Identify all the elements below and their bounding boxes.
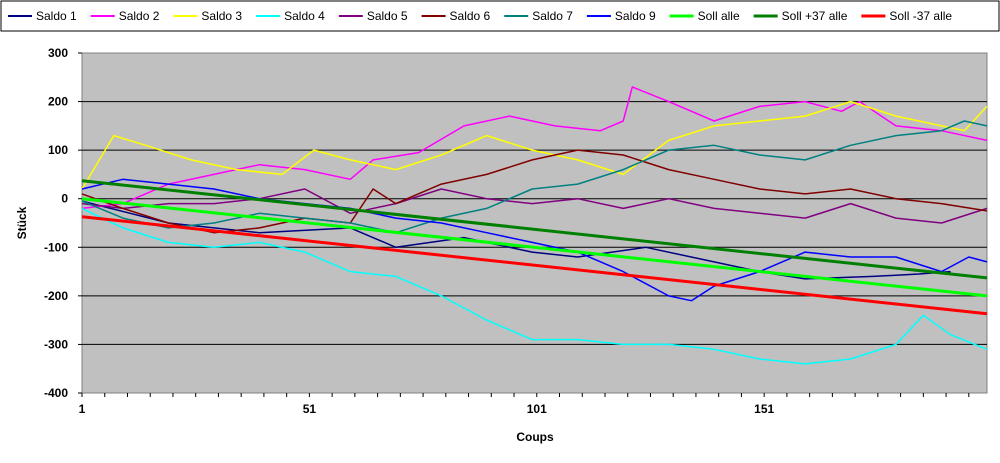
y-axis-title: Stück — [15, 206, 29, 239]
series-line-saldo-7 — [81, 120, 988, 234]
legend-label: Saldo 6 — [450, 9, 491, 23]
legend-label: Soll -37 alle — [889, 9, 952, 23]
legend-label: Saldo 4 — [284, 9, 325, 23]
x-tick-label: 1 — [79, 402, 86, 416]
x-axis-title: Coups — [516, 430, 554, 444]
x-axis-ticks: 1 51 101 151 — [79, 393, 970, 416]
series-line-soll-alle — [81, 197, 988, 298]
x-tick-label: 101 — [527, 402, 547, 416]
x-tick-label: 151 — [754, 402, 774, 416]
y-tick-label: 200 — [48, 95, 68, 109]
series-line-saldo-3 — [81, 100, 988, 190]
y-tick-label: 100 — [48, 143, 68, 157]
series-group — [81, 86, 988, 365]
series-line-saldo-2 — [81, 86, 988, 210]
series-line-saldo-1 — [81, 200, 951, 280]
legend-box — [0, 0, 1000, 32]
y-tick-label: 300 — [48, 46, 68, 60]
legend-label: Soll alle — [698, 9, 740, 23]
legend-label: Saldo 9 — [615, 9, 656, 23]
plot-area — [81, 52, 988, 394]
legend-label: Saldo 5 — [367, 9, 408, 23]
series-line-soll-37-alle — [81, 179, 988, 280]
y-tick-label: -400 — [44, 386, 68, 400]
legend-label: Saldo 1 — [36, 9, 77, 23]
y-tick-label: -100 — [44, 240, 68, 254]
legend-label: Soll +37 alle — [782, 9, 848, 23]
series-line-soll-37-alle — [81, 215, 988, 316]
y-tick-label: -200 — [44, 289, 68, 303]
y-tick-label: -300 — [44, 337, 68, 351]
legend-label: Saldo 2 — [119, 9, 160, 23]
legend-label: Saldo 7 — [532, 9, 573, 23]
legend: Saldo 1 Saldo 2 Saldo 3 Saldo 4 Saldo 5 Saldo… — [8, 9, 952, 23]
legend-label: Saldo 3 — [201, 9, 242, 23]
y-tick-label: 0 — [61, 192, 68, 206]
y-axis-ticks: -400 -300 -200 -100 0 100 200 300 — [44, 46, 82, 400]
series-line-saldo-6 — [81, 149, 988, 234]
series-line-saldo-4 — [81, 207, 988, 365]
x-tick-label: 51 — [303, 402, 317, 416]
series-line-saldo-5 — [81, 188, 988, 224]
